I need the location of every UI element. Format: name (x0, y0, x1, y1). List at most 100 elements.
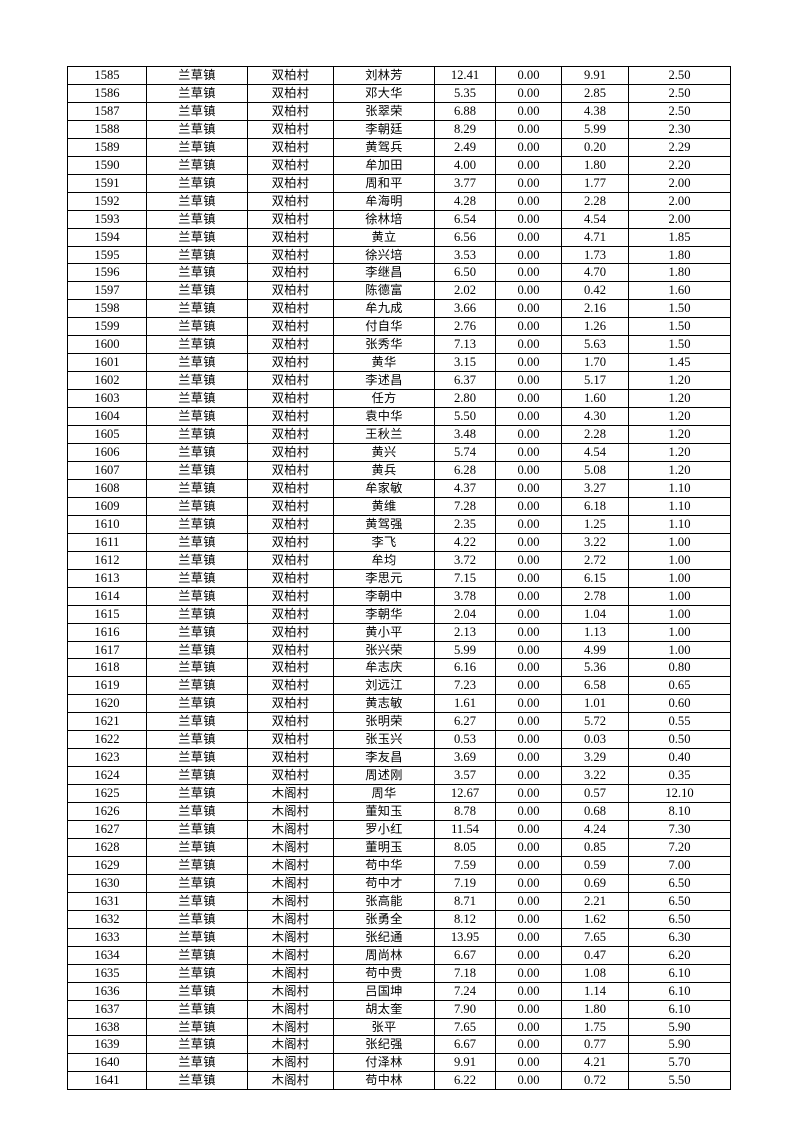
cell-text: 双柏村 (271, 265, 310, 280)
table-row: 1637 兰草镇 木阁村 胡太奎 7.90 0.00 1.80 6.10 (67, 999, 731, 1019)
cell-text: 双柏村 (271, 445, 310, 460)
cell-text: 付泽林 (365, 1055, 403, 1070)
cell-text: 双柏村 (271, 355, 310, 370)
cell-name: 牟志庆 (333, 658, 435, 678)
cell-town: 兰草镇 (146, 119, 248, 139)
cell-v3: 9.91 (561, 66, 629, 85)
cell-idx: 1634 (67, 945, 147, 965)
cell-idx: 1630 (67, 873, 147, 893)
cell-text: 1634 (94, 947, 120, 962)
cell-name: 李朝廷 (333, 119, 435, 139)
cell-v2: 0.00 (495, 766, 562, 786)
cell-v3: 1.62 (561, 909, 629, 929)
cell-idx: 1604 (67, 407, 147, 427)
cell-text: 兰草镇 (178, 606, 216, 621)
cell-town: 兰草镇 (146, 927, 248, 947)
cell-text: 张玉兴 (365, 732, 403, 747)
cell-village: 双柏村 (247, 694, 334, 714)
cell-text: 2.00 (668, 211, 691, 226)
cell-text: 王秋兰 (365, 427, 403, 442)
cell-text: 兰草镇 (178, 750, 216, 765)
cell-text: 兰草镇 (178, 373, 216, 388)
cell-text: 6.88 (453, 103, 477, 118)
cell-idx: 1641 (67, 1071, 147, 1091)
cell-text: 罗小红 (365, 822, 403, 837)
cell-text: 2.35 (453, 516, 477, 531)
cell-text: 4.54 (583, 211, 607, 226)
cell-text: 李继昌 (365, 265, 403, 280)
cell-name: 黄志敏 (333, 694, 435, 714)
cell-idx: 1619 (67, 676, 147, 696)
cell-idx: 1618 (67, 658, 147, 678)
cell-v2: 0.00 (495, 963, 562, 983)
cell-text: 张平 (371, 1019, 397, 1034)
cell-text: 0.53 (453, 732, 477, 747)
cell-v2: 0.00 (495, 604, 562, 624)
table-row: 1597 兰草镇 双柏村 陈德富 2.02 0.00 0.42 1.60 (67, 281, 731, 301)
cell-text: 1608 (94, 480, 120, 495)
cell-text: 黄维 (371, 498, 397, 513)
cell-text: 双柏村 (271, 68, 310, 82)
cell-v4: 1.85 (628, 227, 731, 247)
cell-text: 李朝华 (365, 606, 403, 621)
cell-village: 双柏村 (247, 622, 334, 642)
cell-text: 8.12 (453, 911, 477, 926)
cell-text: 兰草镇 (178, 68, 216, 82)
table-row: 1622 兰草镇 双柏村 张玉兴 0.53 0.00 0.03 0.50 (67, 730, 731, 750)
table-row: 1602 兰草镇 双柏村 李述昌 6.37 0.00 5.17 1.20 (67, 371, 731, 391)
cell-town: 兰草镇 (146, 532, 248, 552)
cell-v2: 0.00 (495, 837, 562, 857)
cell-text: 双柏村 (271, 337, 310, 352)
cell-v1: 7.65 (434, 1017, 496, 1037)
cell-town: 兰草镇 (146, 335, 248, 355)
cell-village: 木阁村 (247, 927, 334, 947)
cell-town: 兰草镇 (146, 676, 248, 696)
cell-v4: 0.35 (628, 766, 731, 786)
cell-text: 0.00 (517, 965, 540, 980)
cell-v3: 4.30 (561, 407, 629, 427)
cell-v4: 2.20 (628, 155, 731, 175)
cell-v1: 6.28 (434, 460, 496, 480)
cell-text: 0.00 (517, 516, 540, 531)
cell-v4: 0.40 (628, 748, 731, 768)
cell-text: 1628 (94, 839, 120, 854)
cell-v2: 0.00 (495, 586, 562, 606)
cell-v4: 1.10 (628, 478, 731, 498)
cell-name: 徐林培 (333, 209, 435, 229)
cell-text: 木阁村 (271, 786, 310, 801)
cell-text: 0.65 (668, 678, 691, 693)
cell-v3: 2.78 (561, 586, 629, 606)
cell-text: 0.72 (583, 1073, 607, 1088)
cell-text: 5.90 (668, 1019, 691, 1034)
cell-town: 兰草镇 (146, 281, 248, 301)
cell-v3: 2.28 (561, 425, 629, 445)
cell-v4: 1.20 (628, 443, 731, 462)
table-row: 1595 兰草镇 双柏村 徐兴培 3.53 0.00 1.73 1.80 (67, 245, 731, 265)
cell-v2: 0.00 (495, 730, 562, 750)
cell-village: 双柏村 (247, 443, 334, 462)
cell-v2: 0.00 (495, 676, 562, 696)
cell-text: 0.00 (517, 947, 540, 962)
cell-text: 0.00 (517, 839, 540, 854)
cell-text: 李友昌 (365, 750, 403, 765)
table-row: 1604 兰草镇 双柏村 袁中华 5.50 0.00 4.30 1.20 (67, 407, 731, 427)
cell-name: 吕国坤 (333, 981, 435, 1001)
cell-text: 2.72 (583, 552, 607, 567)
cell-text: 双柏村 (271, 768, 310, 783)
cell-text: 木阁村 (271, 875, 310, 890)
cell-text: 9.91 (583, 68, 607, 82)
cell-name: 黄兴 (333, 443, 435, 462)
cell-text: 6.22 (453, 1073, 477, 1088)
cell-town: 兰草镇 (146, 478, 248, 498)
cell-v4: 1.20 (628, 371, 731, 391)
cell-text: 木阁村 (271, 822, 310, 837)
table-row: 1615 兰草镇 双柏村 李朝华 2.04 0.00 1.04 1.00 (67, 604, 731, 624)
cell-text: 2.28 (583, 427, 607, 442)
cell-name: 周和平 (333, 173, 435, 193)
cell-village: 双柏村 (247, 353, 334, 373)
cell-v1: 3.69 (434, 748, 496, 768)
table-row: 1632 兰草镇 木阁村 张勇全 8.12 0.00 1.62 6.50 (67, 909, 731, 929)
cell-text: 0.00 (517, 714, 540, 729)
cell-name: 李飞 (333, 532, 435, 552)
cell-text: 兰草镇 (178, 193, 216, 208)
